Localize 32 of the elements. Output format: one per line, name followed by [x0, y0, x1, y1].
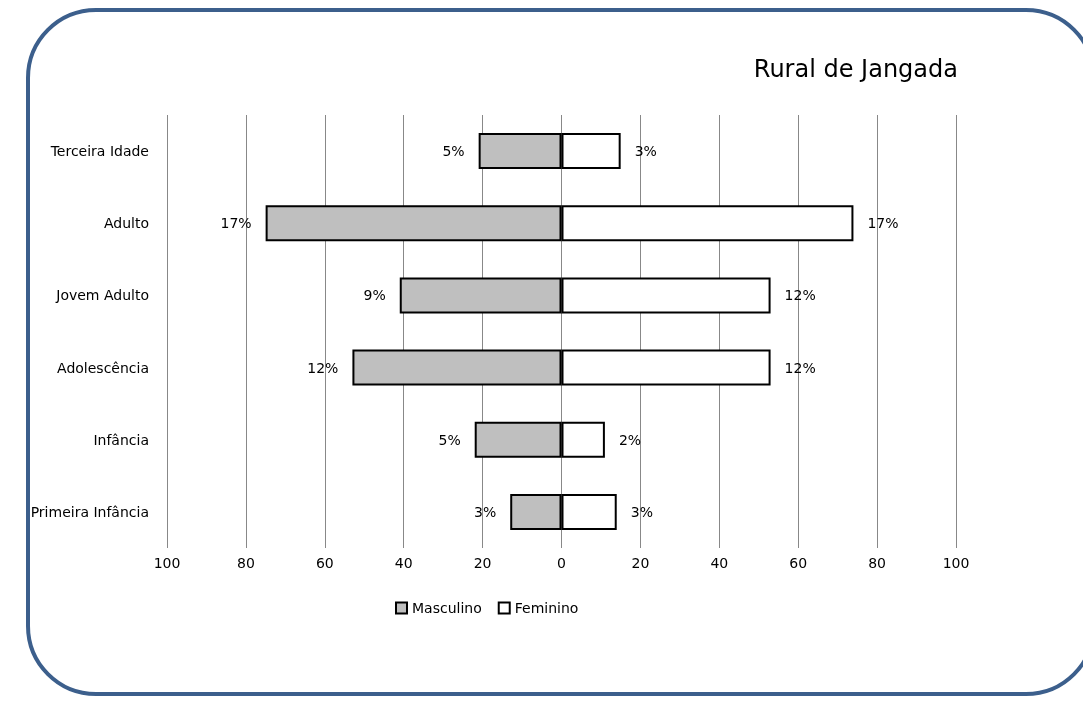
annotation: 3%: [474, 503, 497, 520]
y-tick-label: Jovem Adulto: [55, 287, 149, 304]
x-tick-label: 20: [631, 555, 650, 571]
x-tick-label: 60: [789, 555, 808, 571]
y-tick-label: Terceira Idade: [49, 143, 149, 160]
y-tick-label: Adulto: [103, 215, 149, 232]
x-tick-label: 80: [236, 555, 255, 571]
x-tick-label: 100: [942, 555, 970, 571]
annotation: 17%: [867, 215, 899, 232]
y-tick-label: Infância: [93, 431, 149, 448]
annotation: 9%: [363, 287, 386, 304]
annotation: 5%: [442, 143, 465, 160]
legend-label: Feminino: [514, 600, 579, 616]
annotation: 12%: [784, 287, 816, 304]
annotation: 3%: [630, 503, 653, 520]
annotation: 3%: [634, 143, 657, 160]
x-tick-label: 40: [394, 555, 413, 571]
annotation: 12%: [307, 359, 339, 376]
y-tick-label: Primeira Infância: [30, 503, 149, 520]
x-tick-label: 20: [473, 555, 492, 571]
annotation: 2%: [618, 431, 642, 448]
x-tick-label: 100: [153, 555, 181, 571]
chart-title: Rural de Jangada: [753, 55, 958, 83]
annotation: 17%: [220, 215, 252, 232]
x-tick-label: 0: [557, 555, 566, 571]
annotation: 5%: [438, 431, 461, 448]
x-tick-label: 80: [868, 555, 887, 571]
y-tick-label: Adolescência: [57, 359, 149, 376]
annotation: 12%: [784, 359, 816, 376]
legend-label: Masculino: [412, 600, 482, 616]
x-tick-label: 40: [710, 555, 729, 571]
x-tick-label: 60: [315, 555, 334, 571]
